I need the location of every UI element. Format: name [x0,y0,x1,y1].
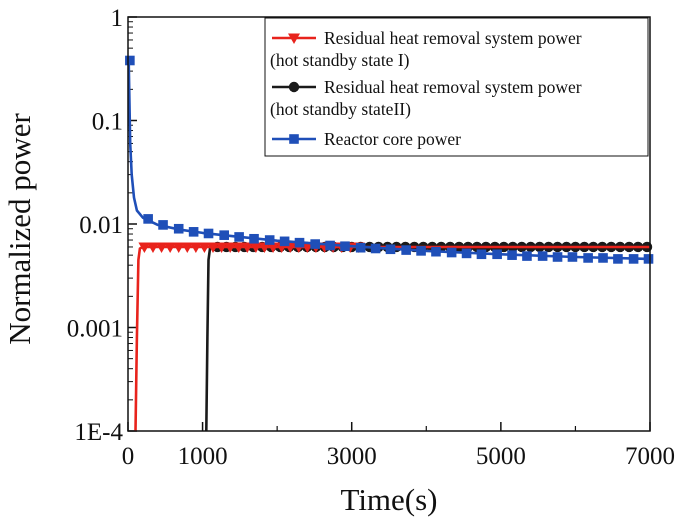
data-point-reactor-core-power [461,248,472,259]
data-point-residual-heat-state-1 [267,242,280,253]
data-point-residual-heat-state-1 [241,242,254,253]
legend-label-residual-heat-state-1-line2: (hot standby state I) [270,50,410,70]
data-point-reactor-core-power [537,251,548,261]
series-residual-heat-state-1 [134,242,650,432]
legend-marker-residual-heat-state-1 [288,33,300,44]
data-point-residual-heat-state-1 [164,242,177,253]
data-point-reactor-core-power [249,233,259,244]
data-point-reactor-core-power [401,245,411,255]
legend-marker-residual-heat-state-2 [288,81,300,93]
data-point-reactor-core-power [416,246,426,256]
data-point-reactor-core-power [613,254,623,264]
x-tick-label: 7000 [625,443,675,470]
data-point-reactor-core-power [310,239,320,249]
data-point-residual-heat-state-1 [207,242,220,253]
data-point-reactor-core-power [264,235,275,245]
legend-marker-residual-heat-state-1 [288,33,300,44]
legend-label-residual-heat-state-2-line2: (hot standby stateII) [270,99,411,119]
data-point-reactor-core-power [476,249,487,260]
series-line-residual-heat-state-1 [134,245,650,432]
legend-marker-reactor-core-power [289,134,299,144]
legend-box [264,17,649,157]
data-point-residual-heat-state-1 [215,242,228,253]
legend-marker-residual-heat-state-2 [288,81,300,93]
y-tick-label: 0.01 [79,212,123,239]
data-point-reactor-core-power [598,253,608,263]
series-reactor-core-power [125,55,654,264]
data-point-residual-heat-state-1 [155,242,168,253]
data-point-reactor-core-power [143,214,153,224]
data-point-reactor-core-power [203,228,214,239]
series-line-residual-heat-state-2 [205,245,650,432]
data-point-reactor-core-power [507,250,517,260]
legend-marker-reactor-core-power [289,134,299,144]
data-point-reactor-core-power [325,240,335,251]
data-point-residual-heat-state-1 [138,242,151,253]
data-point-reactor-core-power [431,246,441,257]
data-point-reactor-core-power [355,242,366,253]
data-point-reactor-core-power [294,237,305,248]
data-point-reactor-core-power [492,249,502,260]
x-tick-label: 1000 [178,443,228,470]
x-tick-label: 3000 [327,443,377,470]
legend: Residual heat removal system power (hot … [264,17,649,157]
data-point-reactor-core-power [583,253,593,263]
data-point-reactor-core-power [188,227,199,237]
y-axis-title: Normalized power [2,113,37,345]
y-tick-label: 1 [111,5,124,32]
x-tick-label: 5000 [476,443,526,470]
data-point-reactor-core-power [173,223,184,234]
series-residual-heat-state-2 [205,241,653,432]
data-point-reactor-core-power [279,236,290,247]
data-point-residual-heat-state-1 [146,242,159,253]
data-point-residual-heat-state-1 [249,242,262,253]
data-point-residual-heat-state-1 [258,242,271,253]
data-point-reactor-core-power [340,241,350,252]
data-point-reactor-core-power [234,232,244,242]
x-tick-labels: 0 1000 3000 5000 7000 [122,443,675,470]
data-point-residual-heat-state-1 [198,242,211,253]
legend-label-residual-heat-state-1: Residual heat removal system power [324,28,582,48]
data-layer [125,55,654,432]
data-point-residual-heat-state-1 [301,242,314,253]
data-point-residual-heat-state-1 [181,242,194,253]
data-point-residual-heat-state-1 [172,242,185,253]
y-tick-label: 1E-4 [74,419,123,446]
x-axis-title: Time(s) [340,482,437,517]
data-point-residual-heat-state-1 [224,242,237,253]
data-point-reactor-core-power [552,252,563,262]
data-point-reactor-core-power [125,55,135,66]
legend-label-residual-heat-state-2: Residual heat removal system power [324,77,582,97]
data-point-reactor-core-power [385,244,396,255]
y-tick-label: 0.1 [92,109,123,136]
y-tick-label: 0.001 [67,316,123,343]
data-point-reactor-core-power [643,254,654,264]
data-point-reactor-core-power [567,252,578,262]
y-tick-labels: 1E-4 0.001 0.01 0.1 1 [67,5,124,446]
data-point-reactor-core-power [370,243,381,254]
data-point-reactor-core-power [628,254,639,264]
plot-frame [127,16,651,432]
data-point-residual-heat-state-1 [189,242,202,253]
data-point-reactor-core-power [158,220,168,230]
data-point-residual-heat-state-1 [232,242,245,253]
x-tick-label: 0 [122,443,135,470]
data-point-reactor-core-power [522,251,532,261]
legend-label-reactor-core-power: Reactor core power [324,129,461,149]
data-point-reactor-core-power [219,230,229,240]
data-point-reactor-core-power [446,247,457,258]
